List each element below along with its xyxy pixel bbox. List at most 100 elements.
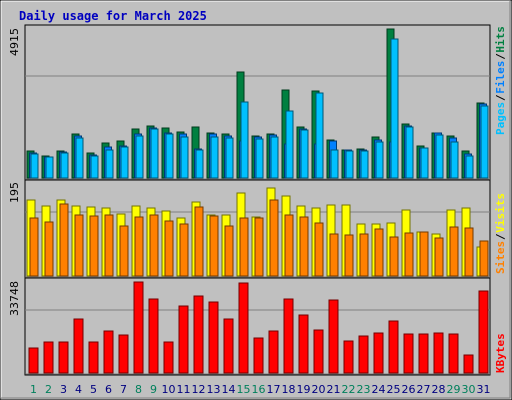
sites-bar-day-2 (44, 221, 54, 277)
x-tick-label-day-5: 5 (90, 383, 97, 396)
x-tick-label-day-24: 24 (372, 383, 386, 396)
pages-bar-day-13 (210, 136, 219, 179)
pages-bar-day-15 (240, 101, 249, 179)
kbytes-bar-day-29 (448, 333, 459, 374)
pages-bar-day-18 (285, 110, 294, 179)
legend-separator: / (494, 233, 507, 240)
pages-bar-day-9 (150, 128, 159, 179)
pages-bar-day-24 (375, 141, 384, 179)
pages-bar-day-4 (75, 137, 84, 179)
sites-bar-day-22 (344, 234, 354, 277)
sites-bar-day-6 (104, 214, 114, 277)
pages-bar-day-22 (345, 150, 354, 179)
x-tick-label-day-6: 6 (105, 383, 112, 396)
pages-bar-day-5 (90, 155, 99, 179)
sites-bar-day-18 (284, 214, 294, 277)
pages-bar-day-2 (45, 156, 54, 179)
sites-bar-day-24 (374, 228, 384, 277)
x-tick-label-day-27: 27 (417, 383, 431, 396)
kbytes-bar-day-15 (238, 282, 249, 374)
x-tick-label-day-16: 16 (252, 383, 266, 396)
x-tick-label-day-19: 19 (297, 383, 311, 396)
pages-bar-day-11 (180, 136, 189, 179)
x-tick-label-day-20: 20 (312, 383, 326, 396)
pages-bar-day-16 (255, 138, 264, 179)
y-max-label-top: 4915 (8, 28, 21, 56)
sites-bar-day-31 (479, 240, 489, 277)
pages-bar-day-6 (105, 149, 114, 179)
sites-bar-day-15 (239, 217, 249, 277)
top-panel (24, 24, 491, 181)
pages-bar-day-20 (315, 92, 324, 179)
x-tick-label-day-15: 15 (237, 383, 251, 396)
sites-bar-day-23 (359, 233, 369, 277)
sites-bar-day-28 (434, 237, 444, 277)
pages-bar-day-23 (360, 150, 369, 179)
sites-bar-day-3 (59, 203, 69, 277)
sites-bar-day-19 (299, 216, 309, 277)
kbytes-bar-day-28 (433, 332, 444, 374)
kbytes-bar-day-24 (373, 332, 384, 374)
pages-bar-day-10 (165, 133, 174, 179)
y-axis-labels: 4915 195 33748 (8, 28, 21, 316)
pages-bar-day-25 (390, 38, 399, 179)
legend-separator: / (494, 94, 507, 101)
kbytes-bar-day-1 (28, 347, 39, 374)
sites-bar-day-27 (419, 231, 429, 277)
kbytes-bar-day-27 (418, 333, 429, 374)
sites-bar-day-14 (224, 225, 234, 277)
pages-bar-day-29 (450, 141, 459, 179)
pages-bar-day-12 (195, 149, 204, 179)
chart-title: Daily usage for March 2025 (19, 9, 207, 23)
kbytes-bar-day-12 (193, 295, 204, 374)
kbytes-bar-day-18 (283, 298, 294, 374)
x-tick-label-day-1: 1 (30, 383, 37, 396)
x-tick-label-day-10: 10 (162, 383, 176, 396)
x-tick-label-day-13: 13 (207, 383, 221, 396)
sites-bar-day-13 (209, 215, 219, 277)
sites-bar-day-9 (149, 214, 159, 277)
bottom-panel (24, 277, 491, 376)
legend-pages: Pages (494, 102, 507, 135)
x-tick-label-day-4: 4 (75, 383, 82, 396)
sites-bar-day-1 (29, 217, 39, 277)
kbytes-bar-day-2 (43, 341, 54, 374)
pages-bar-day-17 (270, 136, 279, 179)
x-tick-label-day-12: 12 (192, 383, 206, 396)
kbytes-bar-day-23 (358, 335, 369, 374)
pages-bar-day-28 (435, 134, 444, 179)
x-tick-label-day-9: 9 (150, 383, 157, 396)
pages-bar-day-1 (30, 153, 39, 179)
kbytes-bar-day-25 (388, 320, 399, 374)
x-tick-label-day-11: 11 (177, 383, 191, 396)
pages-bar-day-27 (420, 147, 429, 179)
x-tick-label-day-29: 29 (447, 383, 461, 396)
x-tick-label-day-30: 30 (462, 383, 476, 396)
sites-bar-day-25 (389, 236, 399, 277)
sites-bar-day-26 (404, 232, 414, 277)
kbytes-bar-day-21 (328, 299, 339, 374)
y-max-label-bottom: 33748 (8, 281, 21, 316)
x-axis-labels: 1 2 3 4 5 6 7 8 9 10 11 12 13 14 15 16 17 18 19 20 21 22 23 24 2… (30, 383, 491, 396)
pages-bar-day-8 (135, 135, 144, 179)
legend-hits: Hits (494, 26, 507, 53)
middle-panel (24, 179, 491, 279)
x-tick-label-day-18: 18 (282, 383, 296, 396)
pages-bar-day-3 (60, 152, 69, 179)
sites-bar-day-29 (449, 226, 459, 277)
legend-separator: / (494, 53, 507, 60)
kbytes-bar-day-14 (223, 318, 234, 374)
y-max-label-middle: 195 (8, 182, 21, 203)
kbytes-bar-day-9 (148, 298, 159, 374)
pages-bar-day-14 (225, 137, 234, 179)
sites-bar-day-20 (314, 222, 324, 277)
kbytes-bar-day-30 (463, 354, 474, 374)
sites-bar-day-12 (194, 206, 204, 277)
kbytes-bar-day-10 (163, 341, 174, 374)
kbytes-bar-day-11 (178, 305, 189, 374)
kbytes-bar-day-8 (133, 281, 144, 374)
sites-bar-day-17 (269, 199, 279, 277)
x-tick-label-day-8: 8 (135, 383, 142, 396)
